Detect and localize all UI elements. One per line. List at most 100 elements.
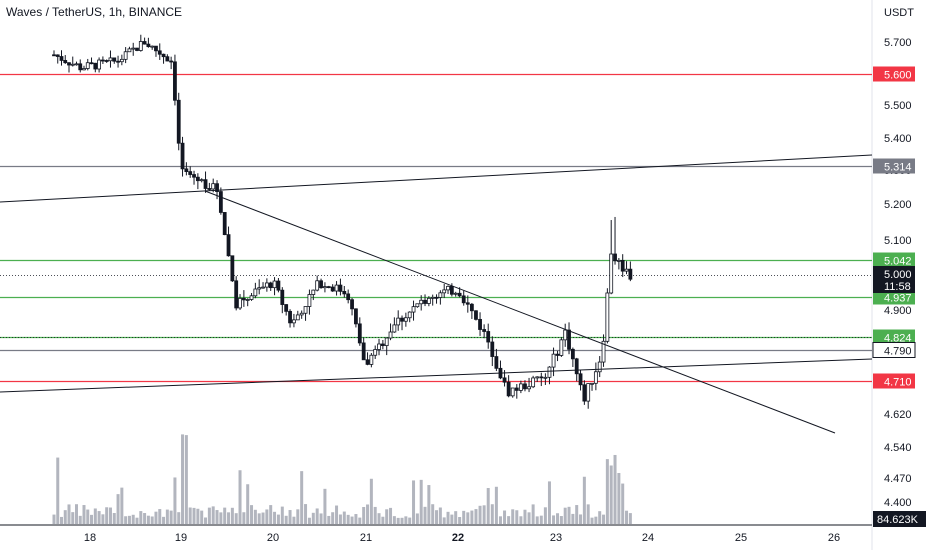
- volume-bar: [284, 515, 288, 524]
- volume-bar: [90, 514, 94, 524]
- candle-body: [195, 176, 200, 182]
- candle-body: [59, 56, 64, 61]
- plot-area[interactable]: [0, 0, 872, 550]
- volume-bar: [494, 486, 498, 524]
- candle-body: [207, 188, 212, 190]
- price-tick-label: 5.700: [884, 37, 912, 49]
- volume-bar: [362, 506, 366, 524]
- candle-body: [330, 286, 335, 292]
- candle-body: [311, 289, 316, 295]
- volume-bar: [177, 512, 181, 524]
- candle-body: [380, 343, 385, 347]
- volume-bar: [628, 513, 632, 524]
- candle-body: [188, 171, 193, 175]
- volume-bar: [575, 505, 579, 524]
- candle-body: [299, 312, 304, 316]
- candle-body: [142, 41, 147, 45]
- time-tick-label: 23: [550, 532, 562, 544]
- volume-bar: [120, 487, 124, 524]
- volume-bar: [60, 516, 63, 524]
- candle-body: [67, 62, 71, 66]
- volume-bar: [276, 514, 280, 524]
- candle-body: [97, 59, 101, 70]
- time-tick-label: 24: [642, 532, 654, 544]
- candle-body: [430, 296, 435, 299]
- price-tick-label: 4.400: [884, 497, 912, 509]
- candle-body: [131, 47, 136, 50]
- volume-bar: [435, 510, 439, 524]
- volume-bar: [470, 510, 474, 524]
- level-tag-box: [873, 289, 915, 305]
- trendline-3[interactable]: [0, 358, 873, 393]
- volume-bar: [598, 511, 602, 524]
- volume-bar: [462, 510, 466, 524]
- volume-bar: [265, 509, 269, 524]
- volume-bar: [71, 512, 75, 524]
- volume-bar: [292, 516, 296, 524]
- time-tick-label: 26: [828, 532, 840, 544]
- volume-bar: [582, 476, 586, 524]
- volume-bar: [307, 517, 311, 524]
- volume-bar: [211, 506, 215, 524]
- candle-body: [138, 41, 143, 51]
- candle-body: [78, 63, 83, 71]
- volume-bar: [127, 515, 131, 524]
- price-tick-label: 5.400: [884, 133, 912, 145]
- candle-body: [555, 353, 560, 356]
- volume-bar: [594, 516, 598, 524]
- candle-body: [334, 284, 339, 292]
- candle-body: [434, 296, 439, 299]
- candle-body: [184, 168, 189, 172]
- candle-body: [176, 99, 181, 144]
- candle-body: [63, 60, 68, 64]
- volume-bar: [354, 514, 358, 524]
- volume-bar: [404, 516, 408, 524]
- volume-bar: [139, 511, 143, 524]
- candle-body: [400, 317, 404, 322]
- candle-body: [369, 354, 374, 365]
- candle-body: [535, 376, 540, 379]
- volume-bar: [323, 488, 327, 524]
- volume-bar: [192, 507, 196, 524]
- candle-body: [486, 331, 491, 343]
- candle-body: [74, 63, 79, 66]
- volume-bar: [169, 510, 173, 524]
- candle-body: [165, 56, 170, 62]
- candle-body: [531, 377, 536, 388]
- candle-body: [230, 255, 235, 282]
- price-tick-label: 5.200: [884, 199, 912, 211]
- volume-bar: [543, 507, 547, 524]
- candle-body: [446, 285, 450, 291]
- volume-bar: [311, 512, 315, 524]
- candle-body: [241, 297, 246, 301]
- volume-bar: [253, 509, 257, 524]
- candle-body: [523, 383, 527, 390]
- candle-body: [613, 253, 617, 262]
- level-tag-label: 4.710: [884, 377, 912, 389]
- volume-bar: [579, 514, 583, 524]
- candle-body: [407, 311, 412, 319]
- candle-body: [563, 329, 568, 341]
- candle-body: [280, 289, 285, 305]
- candle-body: [180, 142, 185, 170]
- volume-bar: [503, 510, 507, 524]
- candle-body: [449, 285, 454, 295]
- volume-bar: [373, 506, 377, 524]
- candle-body: [616, 259, 621, 262]
- time-axis-ticks[interactable]: 18 19 20 21 22 23 24 25 26: [84, 532, 840, 544]
- trendline-2[interactable]: [204, 190, 836, 434]
- volume-bar: [204, 517, 208, 524]
- volume-bar: [438, 507, 442, 524]
- volume-bar: [531, 504, 535, 524]
- trendline-1[interactable]: [0, 154, 873, 203]
- volume-bar: [621, 483, 625, 524]
- volume-bar: [366, 504, 370, 524]
- volume-bar: [165, 509, 169, 524]
- candle-body: [586, 383, 591, 402]
- candle-body: [123, 51, 128, 60]
- volume-bar: [523, 509, 527, 524]
- candle-body: [157, 50, 162, 55]
- time-tick-label: 18: [84, 532, 96, 544]
